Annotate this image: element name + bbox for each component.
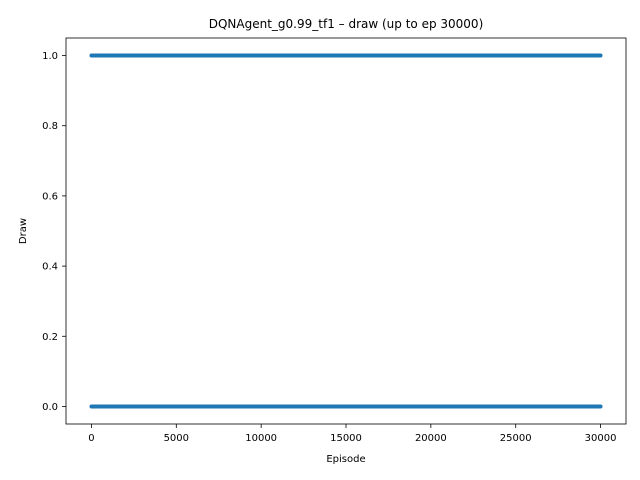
chart-title: DQNAgent_g0.99_tf1 – draw (up to ep 3000… [209,17,484,31]
y-axis-label: Draw [18,218,29,244]
x-tick-label: 0 [88,433,94,444]
y-tick-label: 0.4 [42,262,58,273]
x-axis-label: Episode [326,454,365,465]
y-tick-label: 0.0 [42,402,58,413]
x-tick-label: 25000 [500,433,532,444]
plot-area [89,53,603,409]
y-tick-label: 0.8 [42,121,58,132]
x-tick-label: 5000 [164,433,189,444]
y-tick-label: 0.6 [42,191,58,202]
x-tick-label: 30000 [585,433,617,444]
y-axis: 0.0 0.2 0.4 0.6 0.8 1.0 [42,51,66,413]
y-tick-label: 0.2 [42,332,58,343]
x-axis: 0 5000 10000 15000 20000 25000 30000 [88,424,616,444]
x-tick-label: 15000 [330,433,362,444]
x-tick-label: 20000 [415,433,447,444]
x-tick-label: 10000 [245,433,277,444]
y-tick-label: 1.0 [42,51,58,62]
